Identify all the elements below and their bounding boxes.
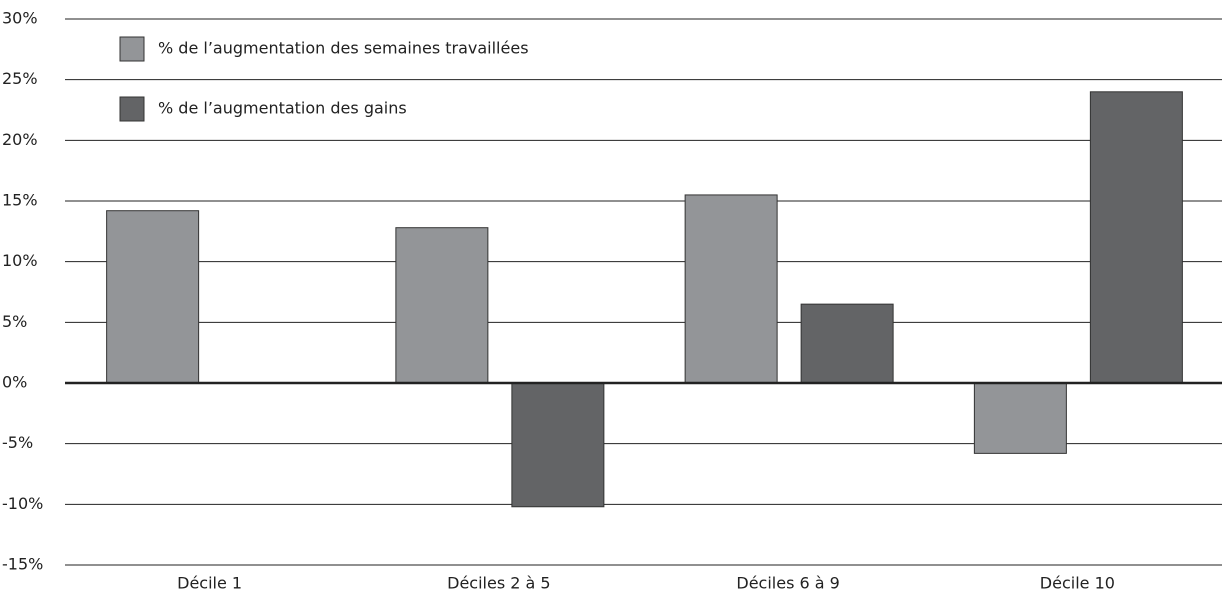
legend-swatch xyxy=(119,96,145,122)
legend-swatch xyxy=(119,36,145,62)
bar xyxy=(395,227,489,384)
y-tick-label: -10% xyxy=(2,494,43,513)
bar xyxy=(1089,91,1183,384)
x-tick-label: Déciles 2 à 5 xyxy=(447,574,550,593)
x-tick-label: Décile 10 xyxy=(1040,574,1115,593)
legend-label: % de l’augmentation des semaines travail… xyxy=(158,39,529,58)
bar xyxy=(973,382,1067,454)
x-tick-label: Décile 1 xyxy=(177,574,242,593)
legend-label: % de l’augmentation des gains xyxy=(158,99,407,118)
bar xyxy=(800,303,894,384)
bar xyxy=(511,382,605,508)
y-tick-label: -15% xyxy=(2,555,43,574)
x-tick-label: Déciles 6 à 9 xyxy=(736,574,839,593)
bar xyxy=(106,210,200,384)
y-tick-label: 10% xyxy=(2,251,38,270)
y-tick-label: 25% xyxy=(2,69,38,88)
bar xyxy=(684,194,778,384)
y-tick-label: 30% xyxy=(2,9,38,28)
y-tick-label: 5% xyxy=(2,312,27,331)
y-tick-label: 15% xyxy=(2,191,38,210)
y-tick-label: 20% xyxy=(2,130,38,149)
y-tick-label: -5% xyxy=(2,433,33,452)
y-tick-label: 0% xyxy=(2,373,27,392)
